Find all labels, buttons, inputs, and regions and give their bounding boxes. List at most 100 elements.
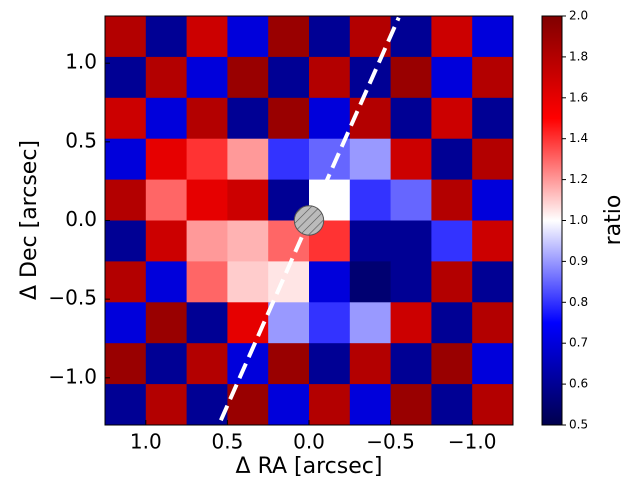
cell (105, 302, 147, 344)
cell (186, 343, 228, 385)
cell (472, 56, 513, 99)
cell (227, 97, 269, 140)
y-tick-label: 0.5 (65, 128, 97, 152)
colorbar-tick-label: 0.5 (569, 418, 588, 432)
colorbar-label: ratio (601, 195, 625, 246)
cell (472, 138, 513, 181)
cell (431, 56, 473, 99)
colorbar-tick-label: 0.7 (569, 336, 588, 350)
cell (309, 261, 351, 303)
cell (186, 302, 228, 344)
cell (390, 384, 432, 425)
cell (145, 384, 188, 425)
cell (472, 384, 513, 425)
cell (227, 16, 269, 58)
y-axis-label: Δ Dec [arcsec] (17, 140, 42, 300)
colorbar-tick-label: 1.2 (569, 172, 588, 186)
cell (145, 343, 188, 385)
cell (349, 261, 392, 303)
colorbar (541, 15, 563, 426)
cell (390, 302, 432, 344)
cell (105, 16, 147, 58)
y-tick-label: 1.0 (65, 50, 97, 74)
cell (268, 56, 310, 99)
cell (431, 302, 473, 344)
cell (390, 97, 432, 140)
cell (349, 343, 392, 385)
cell (145, 138, 188, 181)
cell (431, 179, 473, 221)
cell (431, 384, 473, 425)
colorbar-tick-label: 0.8 (569, 295, 588, 309)
cell (472, 302, 513, 344)
cell (227, 343, 269, 385)
cell (145, 261, 188, 303)
cell (472, 16, 513, 58)
cell (186, 138, 228, 181)
cell (472, 97, 513, 140)
cell (105, 384, 147, 425)
cell (390, 220, 432, 262)
colorbar-tick-label: 1.4 (569, 131, 588, 145)
cell (390, 16, 432, 58)
cell (186, 220, 228, 262)
cell (472, 261, 513, 303)
mask (293, 205, 325, 236)
cell (390, 179, 432, 221)
y-tick-label: 0.0 (65, 207, 97, 231)
cell (431, 343, 473, 385)
cell (431, 16, 473, 58)
cell (227, 138, 269, 181)
image (105, 16, 513, 425)
cell (309, 56, 351, 99)
cell (431, 261, 473, 303)
cell (186, 179, 228, 221)
x-tick-label: 1.0 (130, 430, 162, 454)
cell (105, 343, 147, 385)
cell (472, 179, 513, 221)
cell (145, 220, 188, 262)
cell (390, 261, 432, 303)
cell (390, 138, 432, 181)
cell (268, 138, 310, 181)
cell (186, 16, 228, 58)
cell (268, 343, 310, 385)
cell (145, 179, 188, 221)
cell (145, 56, 188, 99)
cell (309, 97, 351, 140)
cell (431, 138, 473, 181)
cell (349, 138, 392, 181)
x-tick-label: −0.5 (366, 430, 415, 454)
cell (390, 56, 432, 99)
overlay (219, 16, 401, 422)
cell (268, 16, 310, 58)
cell (309, 16, 351, 58)
cell (268, 302, 310, 344)
cell (105, 56, 147, 99)
cell (349, 302, 392, 344)
cell (268, 384, 310, 425)
cell (145, 97, 188, 140)
cell (105, 261, 147, 303)
cell (431, 220, 473, 262)
cell (145, 302, 188, 344)
cell (105, 138, 147, 181)
colorbar-tick-label: 2.0 (569, 9, 588, 23)
colorbar-tick-label: 0.6 (569, 377, 588, 391)
cell (349, 97, 392, 140)
cell (268, 97, 310, 140)
cell (349, 384, 392, 425)
cell (227, 220, 269, 262)
cell (105, 179, 147, 221)
colorbar-tick-label: 0.9 (569, 254, 588, 268)
cell (309, 302, 351, 344)
cell (227, 261, 269, 303)
y-tick-label: −0.5 (48, 286, 97, 310)
cell (186, 97, 228, 140)
cell (390, 343, 432, 385)
cell (349, 179, 392, 221)
cell (105, 220, 147, 262)
colorbar-tick-label: 1.6 (569, 90, 588, 104)
colorbar-tick-label: 1.0 (569, 213, 588, 227)
